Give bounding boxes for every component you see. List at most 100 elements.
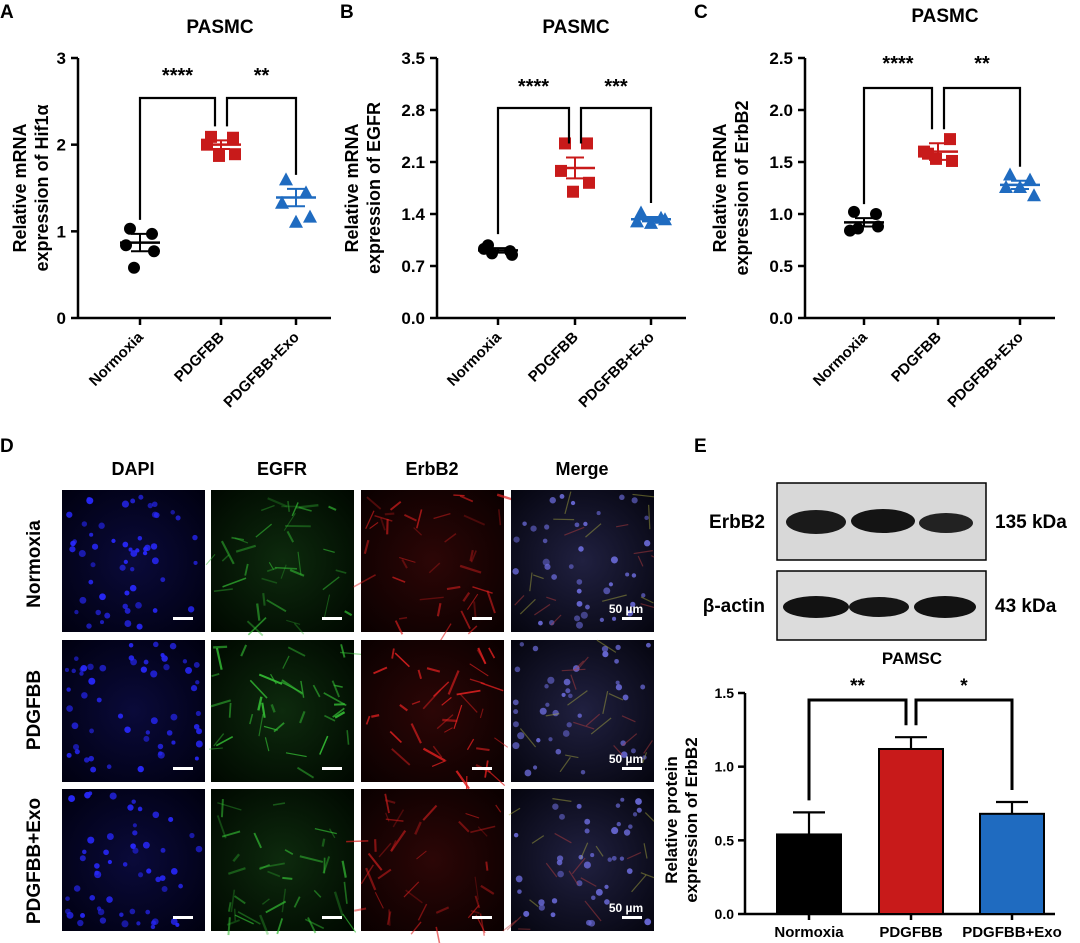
cell-nucleus (595, 888, 603, 896)
cell-fiber (340, 644, 346, 658)
cell-nucleus (635, 798, 642, 805)
cell-fiber (564, 491, 572, 515)
cell-fiber (486, 590, 496, 614)
panel-letter-c: C (694, 2, 708, 23)
significance-bracket (225, 96, 298, 175)
cell-nucleus (124, 726, 131, 733)
y-axis-label-line1: Relative mRNA (342, 123, 362, 252)
x-tick-label: Normoxia (774, 924, 844, 941)
cell-fiber (232, 853, 241, 862)
panel-letter-a: A (0, 2, 14, 23)
cell-fiber (472, 586, 493, 594)
cell-nucleus (580, 611, 588, 619)
scale-bar (622, 617, 642, 620)
scale-bar-label: 50 µm (609, 602, 643, 616)
cell-nucleus (577, 713, 582, 718)
cell-fiber (249, 679, 268, 699)
cell-nucleus (130, 550, 138, 557)
cell-fiber (642, 752, 648, 764)
data-point (567, 185, 579, 198)
cell-fiber (389, 730, 403, 744)
cell-nucleus (163, 664, 170, 671)
cell-nucleus (626, 868, 633, 874)
y-tick-label: 1.0 (769, 205, 793, 224)
data-point (930, 152, 942, 165)
cell-nucleus (132, 830, 138, 836)
cell-nucleus (80, 664, 88, 672)
cell-nucleus (124, 620, 132, 628)
cell-nucleus (561, 692, 566, 698)
cell-fiber (228, 867, 246, 875)
cell-nucleus (513, 832, 519, 838)
cell-fiber (282, 655, 290, 669)
significance-bracket (914, 698, 1014, 791)
cell-fiber (334, 711, 346, 719)
cell-nucleus (187, 606, 195, 613)
cell-fiber (640, 872, 655, 879)
cell-nucleus (615, 644, 621, 651)
cell-fiber (413, 527, 423, 536)
cell-fiber (253, 832, 262, 849)
cell-nucleus (611, 827, 619, 835)
cell-nucleus (524, 769, 532, 777)
cell-nucleus (170, 510, 175, 515)
cell-fiber (519, 728, 537, 748)
data-point (148, 245, 160, 258)
cell-fiber (529, 572, 533, 592)
cell-fiber (559, 756, 571, 773)
blot-size-erbb2: 135 kDa (995, 512, 1067, 533)
cell-nucleus (552, 709, 559, 717)
y-tick-label: 1.5 (769, 153, 793, 172)
cell-fiber (502, 919, 517, 932)
cell-nucleus (87, 663, 94, 671)
cell-nucleus (512, 742, 520, 750)
cell-nucleus (153, 641, 159, 648)
cell-nucleus (71, 668, 76, 674)
cell-fiber (388, 909, 391, 926)
cell-nucleus (513, 709, 519, 715)
cell-fiber (466, 593, 479, 610)
cell-fiber (470, 825, 496, 834)
y-tick-label: 0 (57, 309, 66, 328)
cell-nucleus (143, 735, 150, 742)
y-tick-label: 3.5 (401, 49, 425, 68)
significance-label: **** (518, 76, 549, 98)
cell-nucleus (135, 601, 142, 609)
cell-nucleus (65, 908, 71, 915)
cell-fiber (384, 793, 390, 814)
cell-nucleus (121, 920, 129, 928)
cell-nucleus (585, 604, 590, 610)
row-label-pdgfbb: PDGFBB (24, 670, 45, 750)
cell-nucleus (195, 710, 201, 717)
cell-nucleus (625, 572, 630, 577)
cell-fiber (643, 843, 648, 859)
cell-fiber (341, 860, 347, 878)
cell-nucleus (572, 665, 580, 672)
cell-nucleus (152, 811, 160, 819)
cell-fiber (392, 576, 406, 583)
cell-nucleus (96, 697, 102, 703)
cell-fiber (340, 651, 362, 656)
cell-nucleus (152, 608, 158, 613)
cell-nucleus (523, 910, 530, 917)
cell-fiber (579, 842, 589, 860)
cell-fiber (415, 509, 423, 529)
cell-fiber (227, 902, 232, 912)
chart-erbb2-mrna: PASMC Relative mRNA expression of ErbB2 … (710, 6, 1055, 411)
cell-fiber (281, 888, 287, 913)
cell-nucleus (538, 899, 545, 906)
chart-title: PAMSC (882, 649, 942, 668)
cell-nucleus (611, 855, 617, 861)
cell-fiber (377, 868, 392, 880)
cell-nucleus (88, 579, 94, 585)
cell-nucleus (619, 856, 625, 861)
y-tick-label: 2 (57, 136, 66, 155)
cell-nucleus (602, 651, 609, 658)
cell-nucleus (145, 730, 151, 735)
cell-fiber (266, 599, 287, 613)
cell-nucleus (66, 752, 72, 758)
cell-fiber (273, 722, 285, 733)
cell-fiber (371, 714, 380, 718)
cell-nucleus (94, 870, 99, 876)
cell-fiber (473, 601, 477, 620)
